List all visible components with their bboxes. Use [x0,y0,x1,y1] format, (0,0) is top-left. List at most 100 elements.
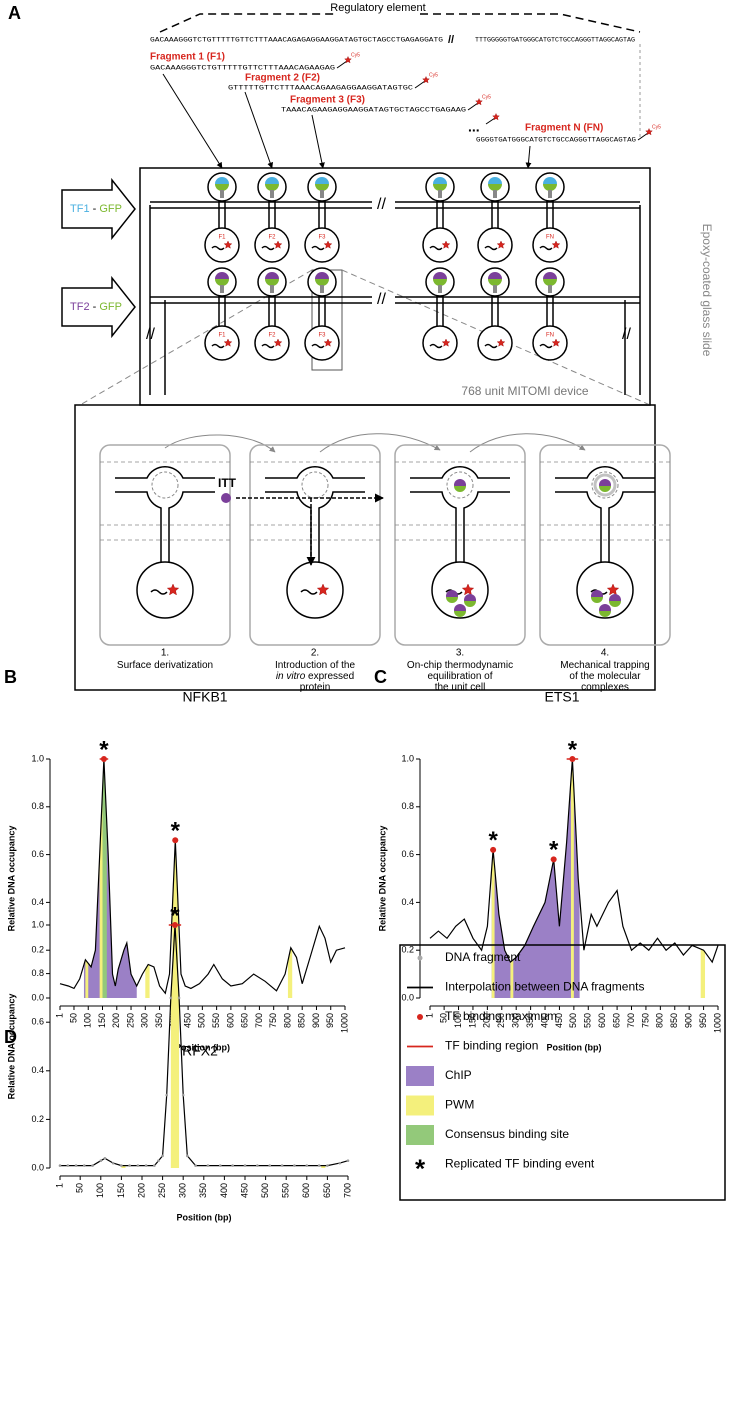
x-tick-label: 500 [260,1183,270,1198]
dna-fragment [157,1159,160,1163]
step-number: 3. [456,648,464,659]
dna-chamber [532,227,568,263]
unit-label: F1 [218,333,226,339]
y-tick-label: 0.2 [31,1114,44,1124]
step-text: in vitro expressed [276,671,354,682]
protein [488,272,502,279]
x-tick-label: 750 [640,1013,650,1028]
legend-point [417,1014,423,1020]
protein [265,272,279,279]
y-tick-label: 0.8 [31,801,44,811]
pwm-region [321,925,326,1168]
button [548,285,552,293]
y-tick-label: 0.8 [401,801,414,811]
x-tick-label: 1 [54,1013,64,1018]
x-tick-label: 750 [268,1013,278,1028]
x-tick-label: 850 [297,1013,307,1028]
dye-star [475,97,483,106]
dna [311,245,325,251]
button [548,190,552,198]
protein-gfp [454,486,466,492]
channel-outline [265,466,365,565]
protein [543,272,557,279]
dna [261,245,275,251]
device-label: 768 unit MITOMI device [461,384,588,398]
panel-label: C [374,667,387,687]
panel-label: A [8,3,21,23]
dye-star [323,240,333,249]
dye-label: Cy5 [652,124,661,130]
itt-label: ITT [218,476,237,490]
legend-point [417,955,423,961]
dna-fragment [91,1164,94,1167]
binding-maximum [172,837,179,844]
protein-gfp [543,279,557,286]
step-text: of the molecular [569,671,641,682]
interpolation-line [429,758,719,964]
button [438,190,442,198]
protein-gfp [315,279,329,286]
x-tick-label: 100 [83,1013,93,1028]
protein-gfp [265,279,279,286]
dna-fragment [280,1164,284,1167]
step-text: On-chip thermodynamic [407,660,513,671]
step-text-part: complexes [581,682,629,693]
sequence: TTTGGGGGTGATGGGCATGTCTGCCAGGGTTAGGCAGTAG [475,37,635,44]
dna-fragment [326,1164,329,1167]
step-panel [394,444,526,646]
dna-fragment [58,1164,62,1167]
protein-gfp [488,279,502,286]
x-axis-label: Position (bp) [177,1212,232,1222]
protein [215,177,229,184]
protein-gfp [315,184,329,191]
dna-fragment [181,1093,185,1097]
dye-star [273,338,283,347]
dna-fragment [99,1159,103,1163]
binding-maximum [171,922,178,928]
dna [311,343,325,349]
interpolation-line [59,758,346,995]
x-tick-label: 150 [116,1183,126,1198]
pwm-region [172,759,179,998]
dye-star [166,583,180,596]
panel-a: A Regulatory element GACAAAGGGTCTGTTTTTGTT… [8,2,714,693]
dye-star [323,338,333,347]
replicated-star: * [170,902,180,929]
chart-title: ETS1 [544,689,579,705]
step-text-part: the unit cell [435,682,486,693]
x-tick-label: 650 [240,1013,250,1028]
y-tick-label: 0.6 [31,1017,44,1027]
protein [215,272,229,279]
x-axis-label: Position (bp) [175,1042,230,1052]
channel-outline [555,466,655,565]
dna-fragment [144,1164,148,1167]
chart-title: NFKB1 [182,689,227,705]
step-text-part: equilibration of [427,671,492,682]
y-tick-label: 1.0 [401,753,414,763]
legend-label: Consensus binding site [445,1127,569,1141]
step-text: Mechanical trapping [560,660,650,671]
legend-box [406,1066,434,1086]
protein-gfp [599,611,611,617]
ellipsis: ... [468,119,480,135]
protein-gfp [543,184,557,191]
y-tick-label: 1.0 [31,753,44,763]
dna-fragment [120,1164,123,1167]
linker [485,117,496,125]
legend-label: DNA fragment [445,950,521,964]
button [320,285,324,293]
dna-fragment [74,1164,78,1167]
dna-fragment [165,1093,169,1097]
dna-chamber [304,325,340,361]
button [270,285,274,293]
dna-fragment [153,1164,156,1167]
gfp: GFP [99,203,122,215]
dye-star [316,583,330,596]
x-tick-label: 400 [539,1013,549,1028]
binding-maximum [100,756,107,762]
dna-chamber [477,227,513,263]
x-tick-label: 100 [453,1013,463,1028]
dye-label: Cy5 [429,72,438,78]
dna-fragment [206,1164,210,1167]
